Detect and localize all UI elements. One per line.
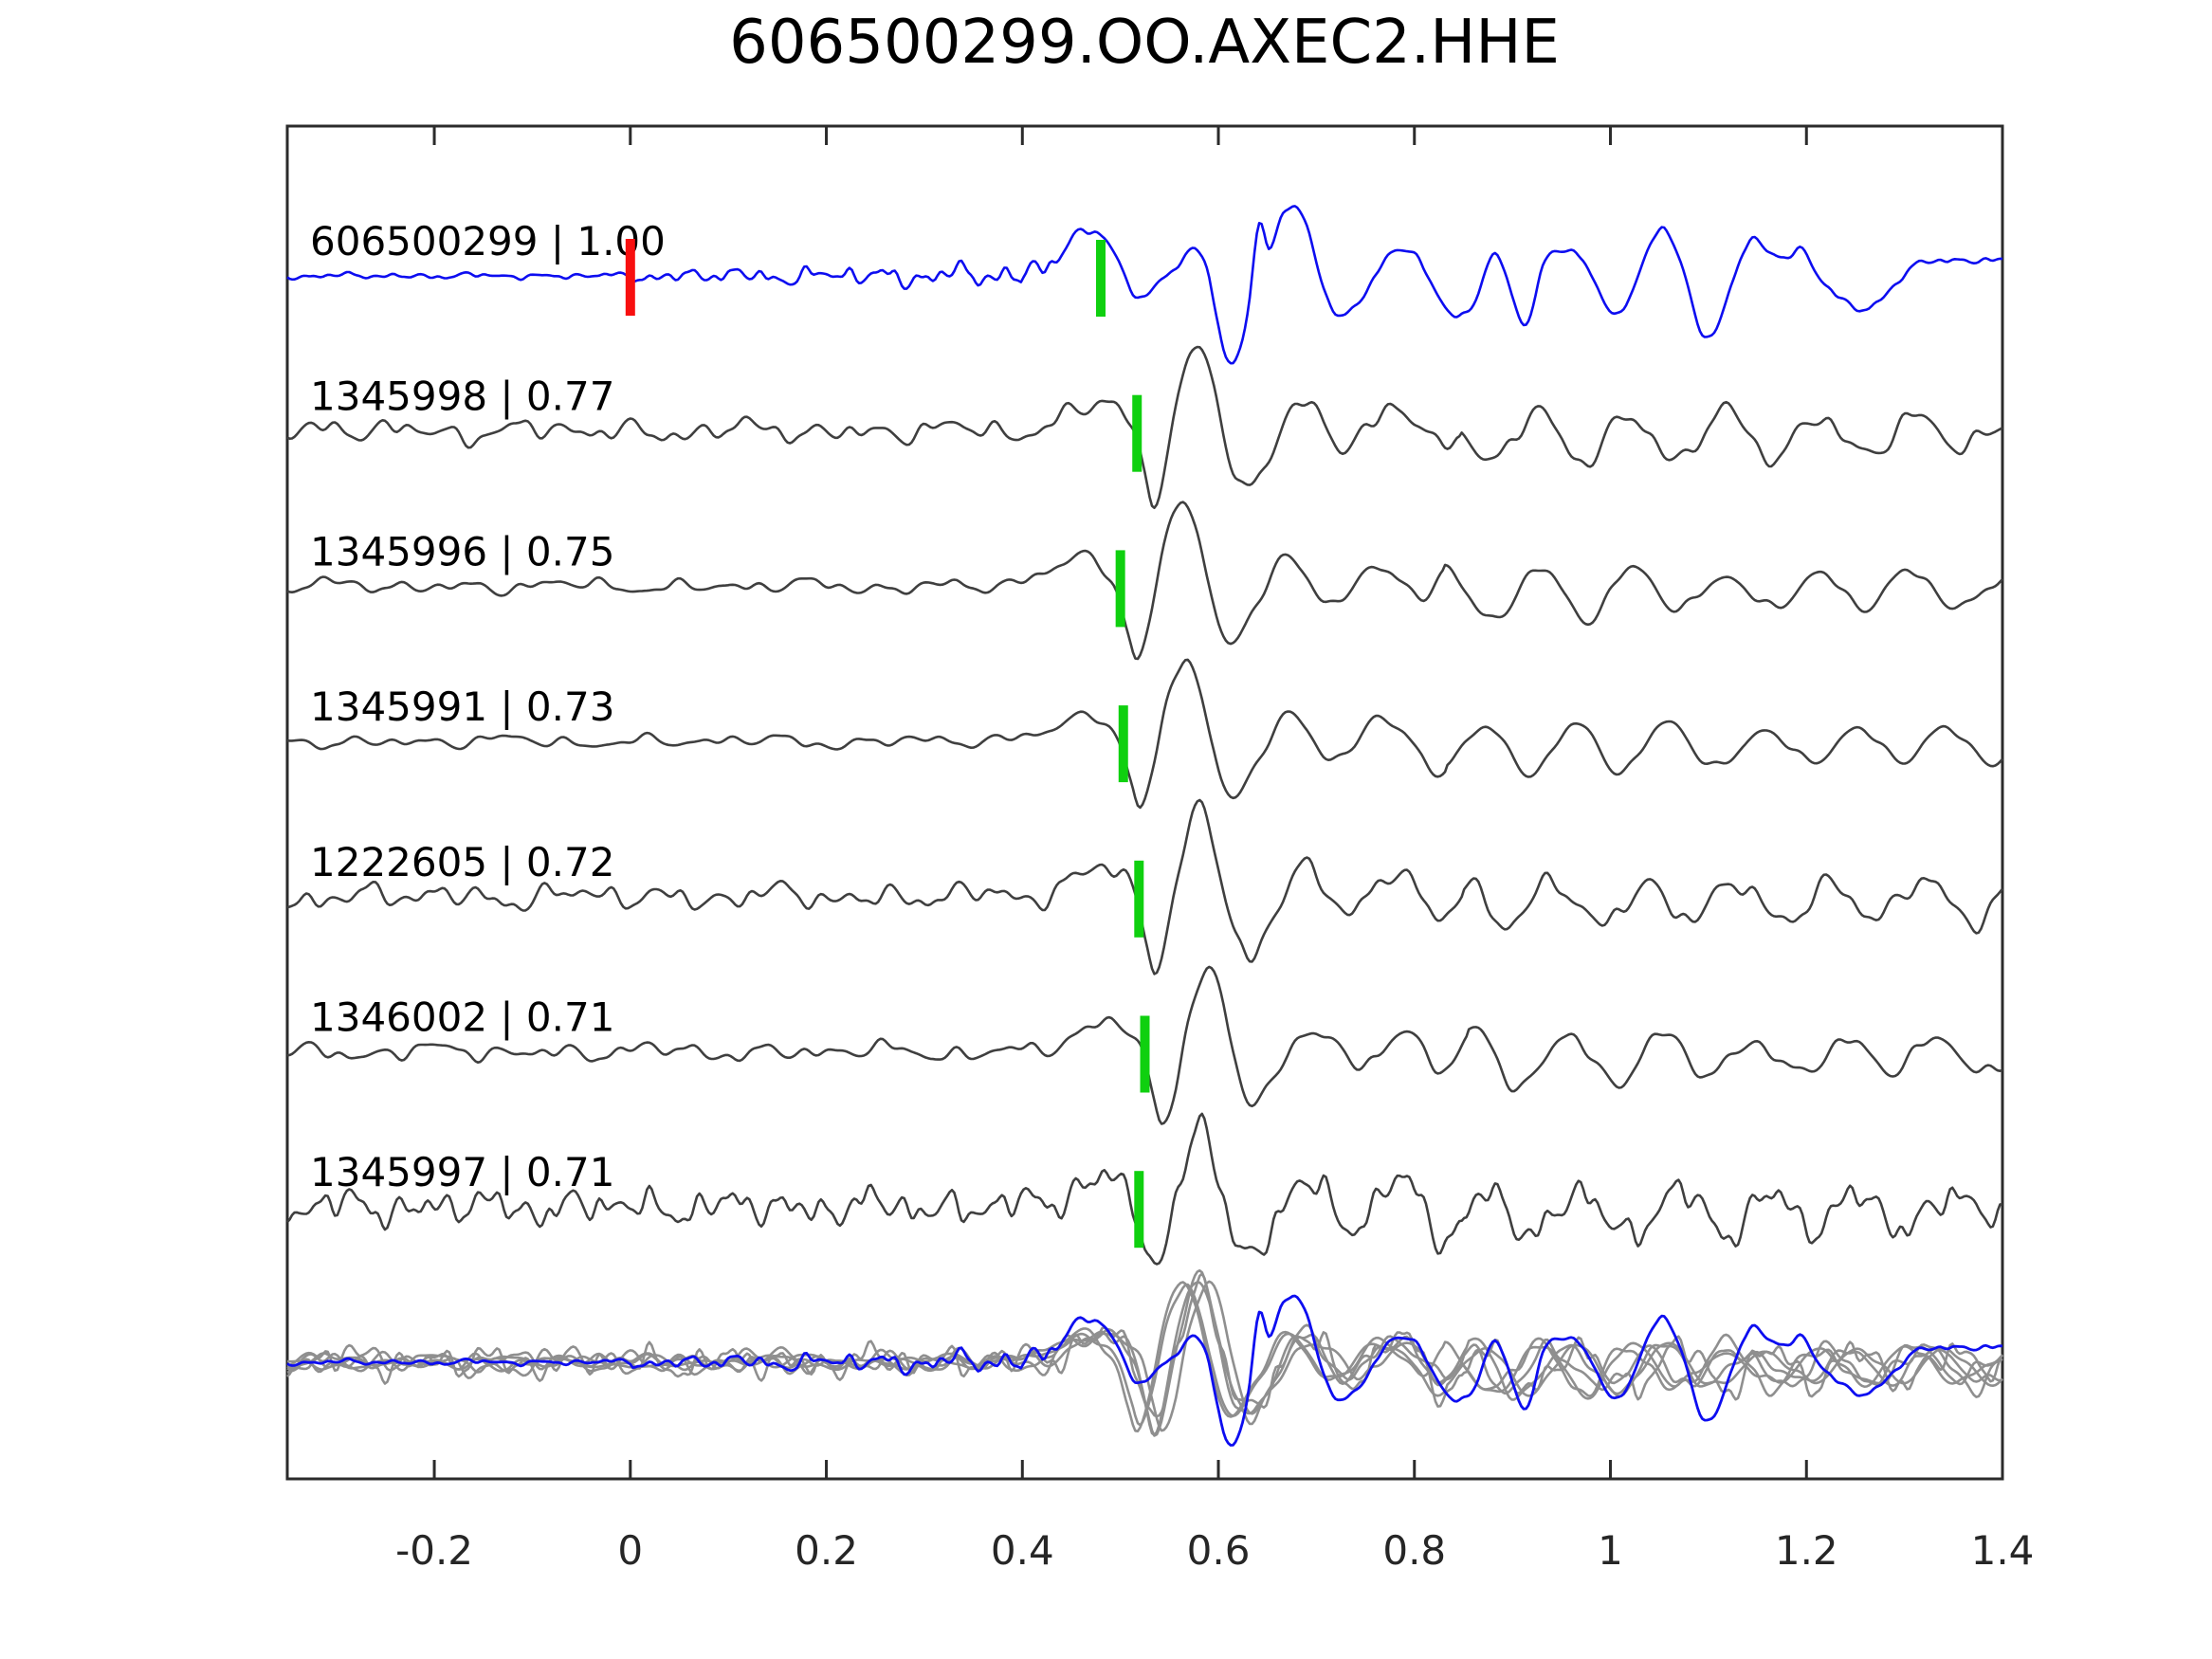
- trace-waveform-1345996: [286, 501, 2003, 661]
- trace-label-606500299: 606500299 | 1.00: [310, 218, 666, 264]
- x-tick-label: 1: [1598, 1527, 1623, 1574]
- plot-border: [285, 124, 2004, 1481]
- detection-pick-marker-1345997: [1134, 1171, 1144, 1249]
- x-tick-label: 0.8: [1382, 1527, 1446, 1574]
- overlay-trace-1345996: [286, 1281, 2003, 1432]
- trace-waveform-1345991: [286, 658, 2003, 810]
- overlay-template-trace: [286, 1294, 2003, 1447]
- overlay-trace-1346002: [286, 1280, 2003, 1432]
- x-tick-label: 0.4: [991, 1527, 1054, 1574]
- trace-label-1222605: 1222605 | 0.72: [310, 839, 614, 885]
- trace-label-1345998: 1345998 | 0.77: [310, 374, 614, 420]
- x-tick-label: 0: [617, 1527, 643, 1574]
- detection-pick-marker-1345996: [1115, 550, 1125, 628]
- detection-pick-marker-1345998: [1132, 394, 1143, 472]
- x-tick-label: 1.4: [1971, 1527, 2035, 1574]
- x-tick-label: 0.2: [795, 1527, 858, 1574]
- trace-label-1345996: 1345996 | 0.75: [310, 528, 614, 574]
- figure-title: 606500299.OO.AXEC2.HHE: [729, 8, 1560, 78]
- trace-label-1346002: 1346002 | 0.71: [310, 994, 614, 1041]
- trace-label-1345997: 1345997 | 0.71: [310, 1149, 614, 1195]
- overlay-trace-1345997: [286, 1272, 2003, 1418]
- detection-pick-marker-1346002: [1140, 1015, 1150, 1093]
- trace-waveform-1345997: [286, 1112, 2003, 1266]
- template-pick-marker: [625, 239, 635, 316]
- x-tick-label: 0.6: [1187, 1527, 1251, 1574]
- trace-label-1345991: 1345991 | 0.73: [310, 684, 614, 730]
- trace-waveform-1345998: [286, 345, 2003, 509]
- trace-waveform-606500299: [286, 205, 2003, 365]
- x-tick-label: 1.2: [1775, 1527, 1838, 1574]
- trace-waveform-1222605: [286, 798, 2004, 975]
- x-tick-label: -0.2: [395, 1527, 473, 1574]
- detection-pick-marker-606500299: [1095, 240, 1106, 317]
- detection-pick-marker-1222605: [1134, 860, 1144, 938]
- detection-pick-marker-1345991: [1118, 705, 1128, 783]
